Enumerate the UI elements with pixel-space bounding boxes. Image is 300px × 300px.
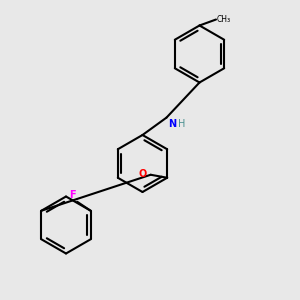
Text: CH₃: CH₃ [216, 15, 230, 24]
Text: F: F [69, 190, 76, 200]
Text: N: N [168, 119, 176, 129]
Text: O: O [139, 169, 147, 179]
Text: H: H [178, 119, 185, 129]
